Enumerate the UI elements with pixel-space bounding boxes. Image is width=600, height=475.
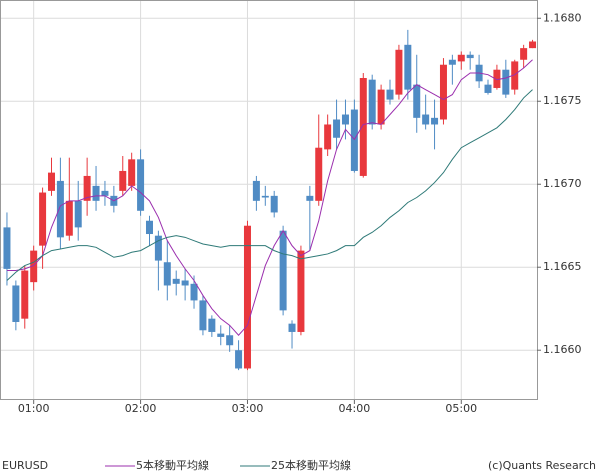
candle-body (297, 250, 305, 332)
candle-body (341, 114, 349, 125)
candle-body (92, 185, 100, 201)
candle-body (324, 124, 332, 150)
candle-body (288, 323, 296, 332)
candle-body (350, 109, 358, 171)
candle-body (422, 114, 430, 125)
candle-body (235, 350, 243, 369)
candle-body (377, 89, 385, 125)
candle-body (128, 159, 136, 186)
candle-body (12, 285, 20, 322)
candle-body (261, 195, 269, 198)
candle-body (457, 54, 465, 62)
candle-body (359, 78, 367, 176)
candle-body (226, 335, 234, 346)
candle-body (65, 200, 73, 236)
candle-body (270, 195, 278, 213)
candle-body (74, 200, 82, 228)
candle-body (190, 283, 198, 301)
candle-body (431, 117, 439, 125)
candle-body (404, 44, 412, 90)
candle-body (315, 147, 323, 201)
candle-body (47, 172, 55, 191)
candle-body (137, 159, 145, 211)
candle-body (529, 41, 537, 49)
candle-body (39, 192, 47, 246)
moving-average-line (6, 59, 533, 337)
y-tick-label: 1.1665 (543, 260, 582, 273)
symbol: EURUSD (2, 459, 48, 472)
candle-body (252, 180, 260, 201)
candle-body (466, 54, 474, 59)
candle-body (145, 220, 153, 235)
candle-body (333, 119, 341, 138)
candle-body (502, 69, 510, 95)
candle-body (208, 318, 216, 332)
candle-body (386, 89, 394, 100)
x-tick-label: 03:00 (232, 402, 264, 415)
candle-body (21, 270, 29, 319)
candle-body (30, 250, 38, 283)
candle-body (395, 49, 403, 95)
candle-body (154, 235, 162, 261)
candle-body (448, 59, 456, 65)
candle-body (199, 300, 207, 331)
candle-body (83, 175, 91, 201)
candle-body (520, 48, 528, 60)
legend-label: 25本移動平均線 (271, 458, 351, 472)
x-tick-label: 01:00 (18, 402, 50, 415)
candle-body (163, 262, 171, 286)
candle-body (484, 84, 492, 93)
candle-body (56, 180, 64, 238)
x-tick-label: 05:00 (445, 402, 477, 415)
y-tick-label: 1.1670 (543, 177, 582, 190)
candle-body (439, 64, 447, 120)
candle-body (119, 170, 127, 191)
y-tick-label: 1.1680 (543, 11, 582, 24)
moving-average-line (6, 89, 533, 281)
candle-body (413, 84, 421, 118)
y-tick-label: 1.1660 (543, 343, 582, 356)
x-tick-label: 04:00 (339, 402, 371, 415)
candle-body (306, 195, 314, 201)
candle-body (3, 227, 11, 269)
candle-body (217, 333, 225, 337)
candle-body (368, 79, 376, 125)
candle-body (181, 280, 189, 286)
candle-body (511, 61, 519, 90)
copyright: (c)Quants Research (488, 459, 596, 472)
x-tick-label: 02:00 (125, 402, 157, 415)
candle-body (101, 190, 109, 196)
candle-body (493, 69, 501, 88)
candle-body (279, 230, 287, 311)
candle-body (172, 278, 180, 284)
y-tick-label: 1.1675 (543, 94, 582, 107)
candle-body (243, 225, 251, 369)
legend-label: 5本移動平均線 (136, 458, 209, 472)
